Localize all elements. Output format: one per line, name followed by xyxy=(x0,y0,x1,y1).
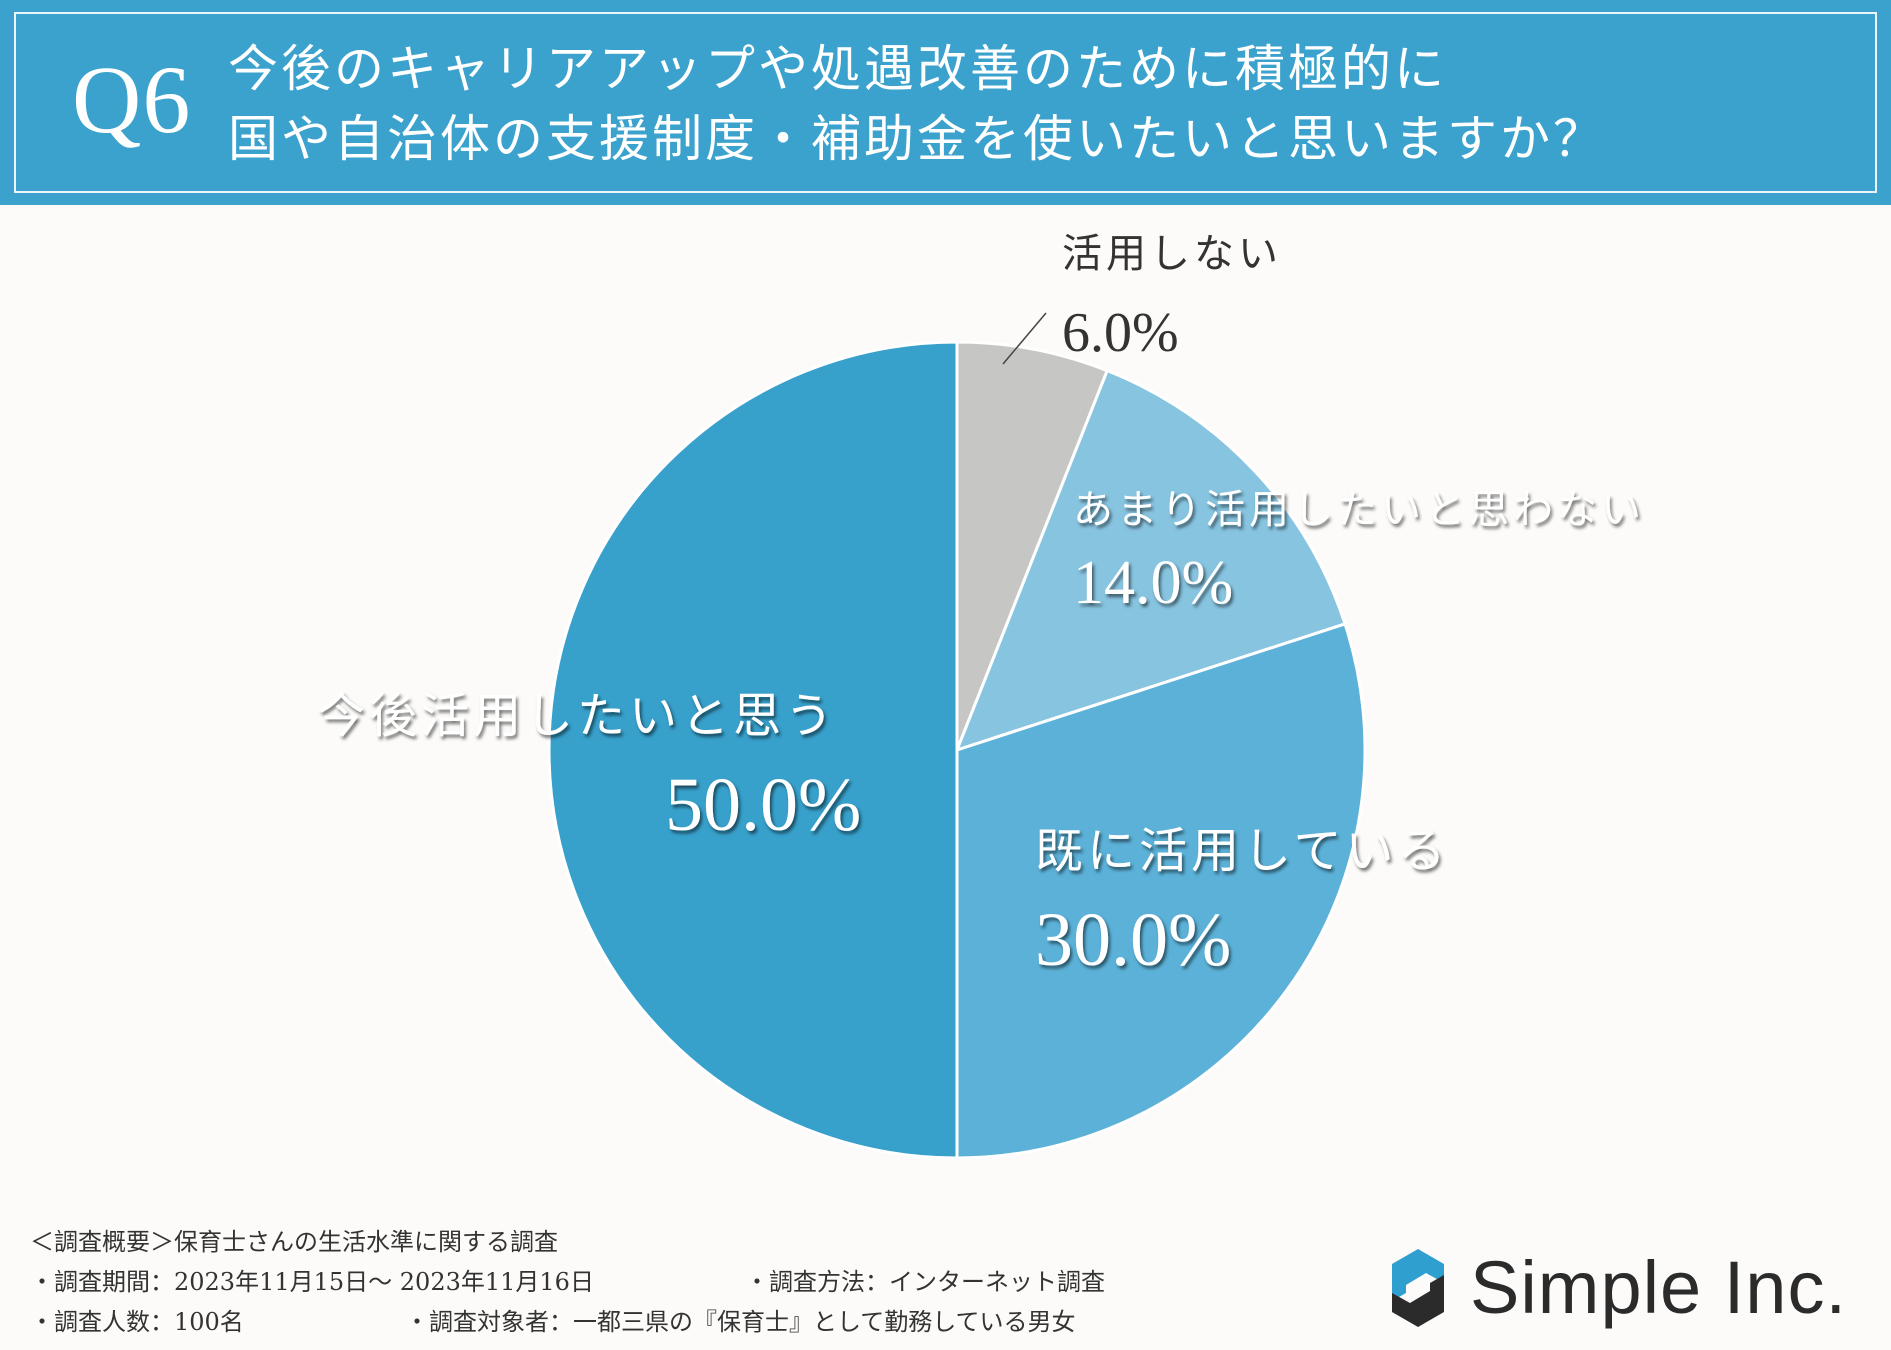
logo-text: Simple Inc. xyxy=(1470,1246,1848,1329)
slice-label-percent-1: 6.0% xyxy=(1062,302,1179,364)
slice-label-name-4: 今後活用したいと思う xyxy=(317,688,837,744)
question-text-line-1: 今後のキャリアアップや処遇改善のために積極的に xyxy=(228,40,1447,98)
slice-labels: 活用しない 6.0% あまり活用したいと思わない 14.0% 既に活用している 30.0%… xyxy=(317,231,1645,982)
question-number: Q6 xyxy=(72,46,192,153)
company-logo: Simple Inc. xyxy=(1378,1243,1848,1333)
leader-line xyxy=(1002,312,1047,365)
pie-slice-3 xyxy=(955,622,1367,1160)
slice-label-name-3: 既に活用している xyxy=(1035,823,1450,879)
simple-logo-icon xyxy=(1392,1249,1444,1327)
slice-label-percent-4: 50.0% xyxy=(665,763,861,847)
pie-slice-4 xyxy=(547,340,959,1160)
slice-label-name-2: あまり活用したいと思わない xyxy=(1073,487,1645,533)
slice-label-name-1: 活用しない xyxy=(1062,231,1282,277)
survey-target: ・調査対象者：一都三県の『保育士』として勤務している男女 xyxy=(405,1308,1076,1336)
survey-method: ・調査方法：インターネット調査 xyxy=(745,1268,1105,1296)
question-text-line-2: 国や自治体の支援制度・補助金を使いたいと思いますか？ xyxy=(228,110,1606,168)
pie-chart: 活用しない 6.0% あまり活用したいと思わない 14.0% 既に活用している 30.0%… xyxy=(317,231,1645,1160)
pie-slice-1 xyxy=(955,340,1110,751)
survey-respondents: ・調査人数：100名 xyxy=(30,1308,244,1336)
slice-label-percent-2: 14.0% xyxy=(1073,549,1233,617)
survey-period: ・調査期間：2023年11月15日～ 2023年11月16日 xyxy=(30,1268,594,1296)
pie-slices xyxy=(547,340,1367,1160)
header-banner: Q6 今後のキャリアアップや処遇改善のために積極的に 国や自治体の支援制度・補助… xyxy=(0,0,1891,205)
survey-title: ＜調査概要＞保育士さんの生活水準に関する調査 xyxy=(30,1228,558,1256)
slice-label-percent-3: 30.0% xyxy=(1035,898,1231,982)
header-frame xyxy=(14,12,1877,193)
